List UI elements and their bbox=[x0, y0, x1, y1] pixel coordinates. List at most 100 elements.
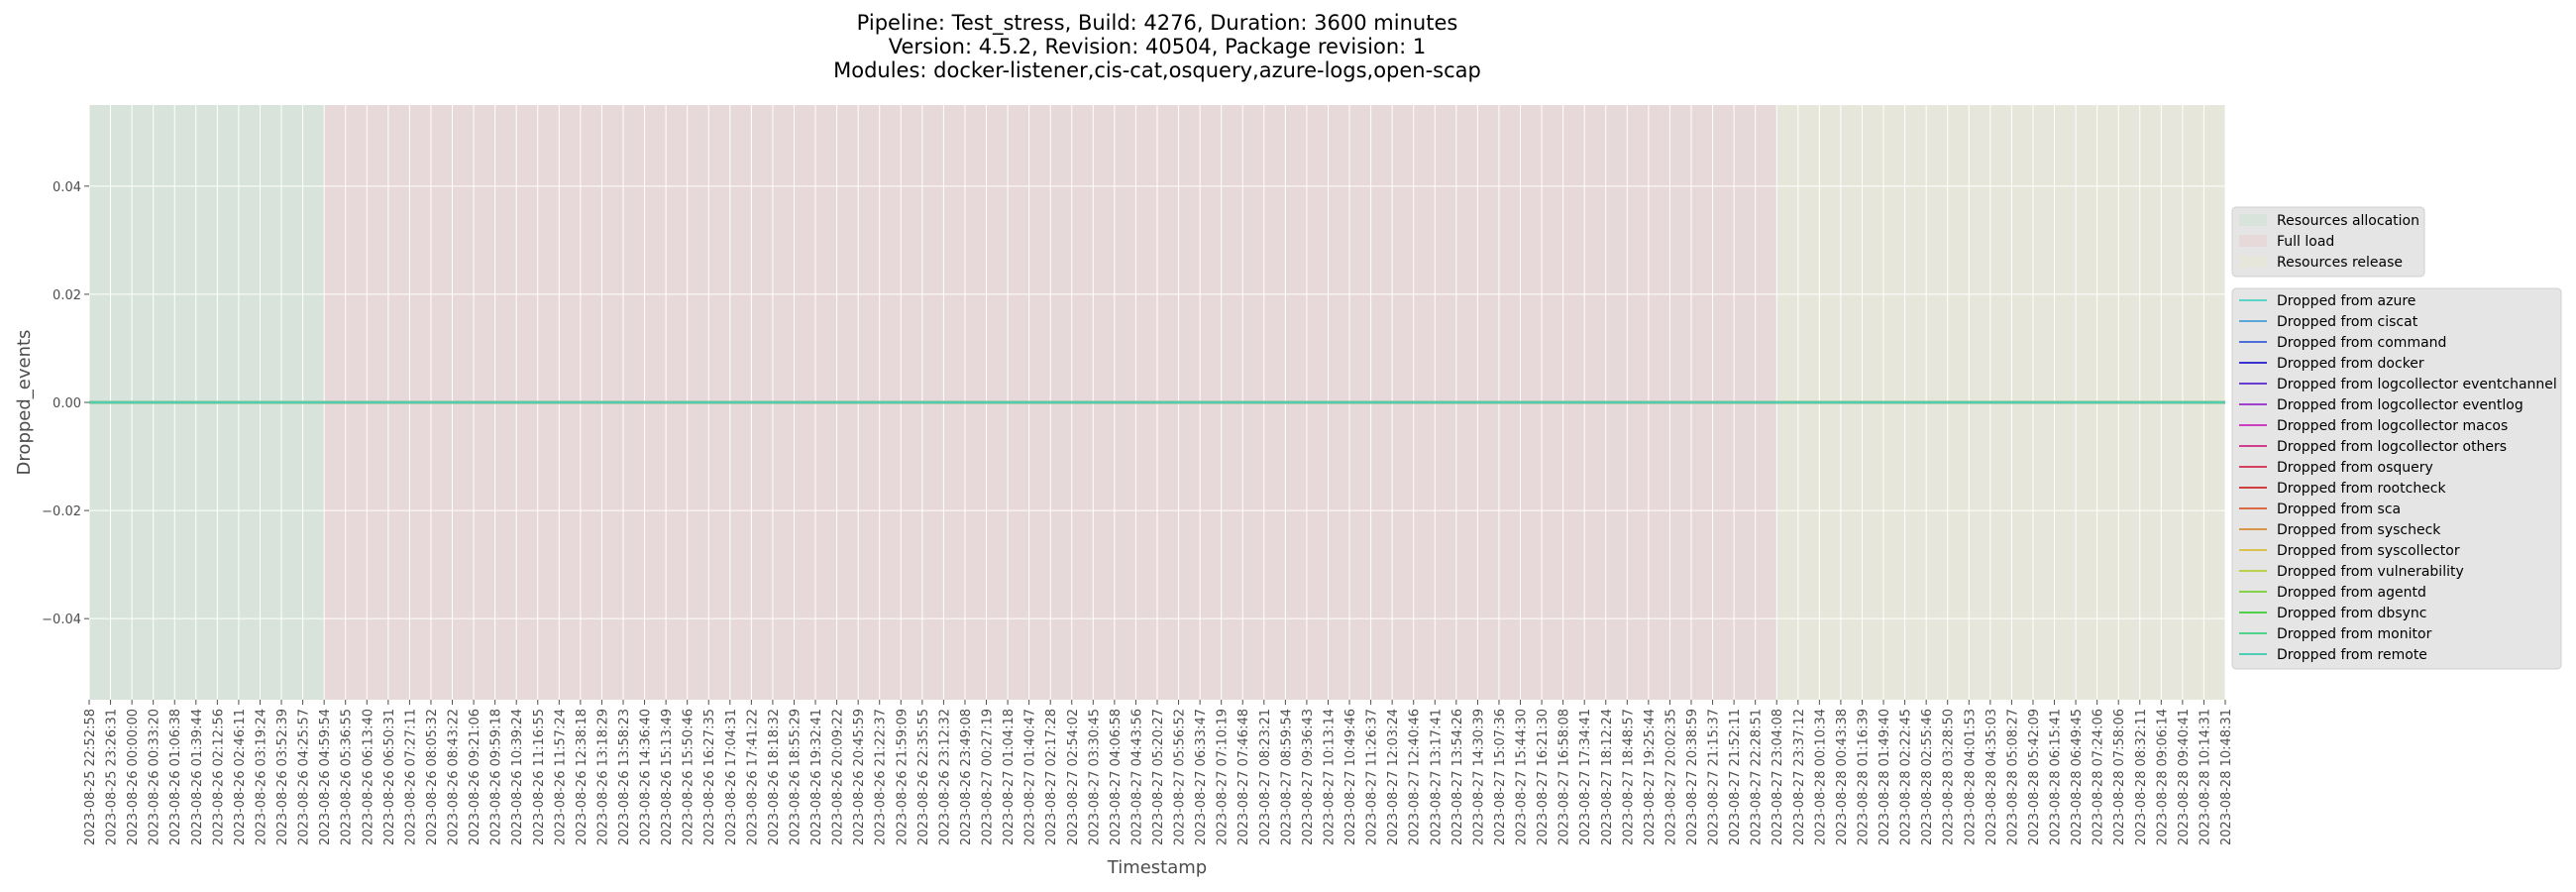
x-tick-label: 2023-08-27 01:40:47 bbox=[1023, 709, 1038, 845]
phase-legend-label: Resources release bbox=[2277, 255, 2403, 271]
series-legend-label: Dropped from agentd bbox=[2277, 585, 2426, 601]
x-tick-label: 2023-08-26 20:09:22 bbox=[831, 709, 846, 845]
x-tick-label: 2023-08-27 15:44:30 bbox=[1515, 709, 1530, 845]
x-tick-label: 2023-08-28 08:32:11 bbox=[2134, 709, 2149, 845]
series-legend-label: Dropped from monitor bbox=[2277, 626, 2432, 642]
x-tick-label: 2023-08-28 03:28:50 bbox=[1942, 709, 1957, 845]
x-tick-label: 2023-08-27 04:43:56 bbox=[1129, 709, 1144, 845]
x-tick-label: 2023-08-26 16:27:35 bbox=[702, 709, 717, 845]
series-legend-box bbox=[2231, 287, 2562, 670]
x-tick-label: 2023-08-26 11:57:24 bbox=[553, 709, 568, 845]
y-tick-label: −0.02 bbox=[42, 504, 81, 519]
x-tick-label: 2023-08-28 09:06:14 bbox=[2155, 709, 2170, 845]
series-legend-label: Dropped from vulnerability bbox=[2277, 564, 2464, 580]
x-tick-label: 2023-08-26 06:50:31 bbox=[382, 709, 397, 845]
series-legend-label: Dropped from rootcheck bbox=[2277, 481, 2446, 497]
x-tick-label: 2023-08-26 03:52:39 bbox=[275, 709, 290, 845]
x-tick-label: 2023-08-28 06:15:41 bbox=[2049, 709, 2064, 845]
x-tick-label: 2023-08-26 05:36:55 bbox=[340, 709, 355, 845]
x-tick-label: 2023-08-26 10:39:24 bbox=[510, 709, 525, 845]
x-tick-label: 2023-08-28 05:42:09 bbox=[2027, 709, 2042, 845]
x-tick-label: 2023-08-26 02:46:11 bbox=[233, 709, 248, 845]
x-tick-label: 2023-08-26 13:58:23 bbox=[617, 709, 632, 845]
x-tick-label: 2023-08-26 09:21:06 bbox=[468, 709, 483, 845]
x-tick-label: 2023-08-26 19:32:41 bbox=[809, 709, 824, 845]
x-tick-label: 2023-08-28 00:10:34 bbox=[1813, 709, 1828, 845]
x-tick-label: 2023-08-27 13:17:41 bbox=[1429, 709, 1444, 845]
x-tick-label: 2023-08-27 23:37:12 bbox=[1792, 709, 1807, 845]
x-tick-label: 2023-08-27 13:54:26 bbox=[1450, 709, 1465, 845]
chart-title-line: Pipeline: Test_stress, Build: 4276, Dura… bbox=[857, 11, 1458, 36]
x-tick-label: 2023-08-27 12:40:46 bbox=[1408, 709, 1423, 845]
x-tick-label: 2023-08-28 09:40:41 bbox=[2177, 709, 2192, 845]
x-tick-label: 2023-08-28 02:55:46 bbox=[1920, 709, 1935, 845]
x-tick-label: 2023-08-25 23:26:31 bbox=[105, 709, 120, 845]
x-tick-label: 2023-08-27 08:59:54 bbox=[1279, 709, 1294, 845]
x-tick-label: 2023-08-26 21:22:37 bbox=[874, 709, 889, 845]
phase-legend-label: Resources allocation bbox=[2277, 213, 2419, 229]
x-tick-label: 2023-08-27 14:30:39 bbox=[1471, 709, 1486, 845]
series-legend-label: Dropped from osquery bbox=[2277, 460, 2433, 476]
x-tick-label: 2023-08-27 10:49:46 bbox=[1343, 709, 1358, 845]
x-tick-label: 2023-08-25 22:52:58 bbox=[83, 709, 98, 845]
phase-legend-swatch bbox=[2239, 214, 2267, 226]
x-tick-label: 2023-08-27 23:04:08 bbox=[1771, 709, 1785, 845]
x-tick-label: 2023-08-27 01:04:18 bbox=[1002, 709, 1017, 845]
series-legend-label: Dropped from azure bbox=[2277, 293, 2415, 309]
series-legend-label: Dropped from command bbox=[2277, 335, 2446, 351]
phase-legend-swatch bbox=[2239, 235, 2267, 247]
x-tick-label: 2023-08-26 03:19:24 bbox=[254, 709, 268, 845]
series-legend-label: Dropped from logcollector macos bbox=[2277, 418, 2508, 434]
x-tick-label: 2023-08-28 10:48:31 bbox=[2219, 709, 2234, 845]
x-tick-label: 2023-08-27 06:33:47 bbox=[1194, 709, 1209, 845]
x-tick-label: 2023-08-28 10:14:31 bbox=[2198, 709, 2212, 845]
x-axis-ticks: 2023-08-25 22:52:58 2023-08-25 23:26:31 20… bbox=[83, 700, 2234, 845]
x-tick-label: 2023-08-27 16:21:30 bbox=[1536, 709, 1551, 845]
x-tick-label: 2023-08-28 05:08:27 bbox=[2005, 709, 2020, 845]
x-tick-label: 2023-08-28 02:22:45 bbox=[1899, 709, 1914, 845]
x-tick-label: 2023-08-27 03:30:45 bbox=[1087, 709, 1102, 845]
x-tick-label: 2023-08-26 11:16:55 bbox=[532, 709, 547, 845]
series-legend-label: Dropped from remote bbox=[2277, 647, 2427, 663]
y-tick-label: 0.02 bbox=[53, 288, 81, 303]
series-legend-label: Dropped from logcollector eventlog bbox=[2277, 397, 2523, 413]
x-tick-label: 2023-08-26 08:05:32 bbox=[425, 709, 440, 845]
series-legend-label: Dropped from syscheck bbox=[2277, 522, 2441, 538]
x-tick-label: 2023-08-27 18:48:57 bbox=[1621, 709, 1636, 845]
y-axis-label: Dropped_events bbox=[14, 330, 35, 476]
x-tick-label: 2023-08-28 04:01:53 bbox=[1963, 709, 1978, 845]
y-tick-label: −0.04 bbox=[42, 613, 81, 627]
x-tick-label: 2023-08-27 09:36:43 bbox=[1301, 709, 1316, 845]
x-tick-label: 2023-08-27 16:58:08 bbox=[1557, 709, 1572, 845]
series-legend-label: Dropped from sca bbox=[2277, 502, 2401, 517]
x-tick-label: 2023-08-28 06:49:45 bbox=[2070, 709, 2085, 845]
series-legend-label: Dropped from logcollector eventchannel bbox=[2277, 377, 2557, 392]
x-tick-label: 2023-08-27 02:54:02 bbox=[1066, 709, 1081, 845]
x-tick-label: 2023-08-28 01:16:39 bbox=[1856, 709, 1871, 845]
x-tick-label: 2023-08-27 22:28:51 bbox=[1750, 709, 1765, 845]
y-axis-ticks: −0.04 −0.02 0.00 0.02 0.04 bbox=[42, 180, 89, 627]
x-tick-label: 2023-08-26 09:59:18 bbox=[489, 709, 504, 845]
y-tick-label: 0.04 bbox=[53, 180, 81, 195]
x-tick-label: 2023-08-26 13:18:29 bbox=[595, 709, 610, 845]
x-tick-label: 2023-08-26 01:06:38 bbox=[168, 709, 183, 845]
x-tick-label: 2023-08-26 17:41:22 bbox=[745, 709, 760, 845]
x-tick-label: 2023-08-26 04:25:57 bbox=[297, 709, 312, 845]
x-tick-label: 2023-08-27 19:25:44 bbox=[1643, 709, 1658, 845]
x-tick-label: 2023-08-26 23:49:08 bbox=[959, 709, 974, 845]
x-tick-label: 2023-08-27 12:03:24 bbox=[1386, 709, 1401, 845]
chart-title-line: Version: 4.5.2, Revision: 40504, Package… bbox=[889, 35, 1427, 58]
x-tick-label: 2023-08-27 07:10:19 bbox=[1216, 709, 1231, 845]
x-tick-label: 2023-08-26 02:12:56 bbox=[211, 709, 226, 845]
series-legend-label: Dropped from docker bbox=[2277, 356, 2424, 372]
x-tick-label: 2023-08-26 18:18:32 bbox=[767, 709, 782, 845]
x-tick-label: 2023-08-26 00:33:20 bbox=[148, 709, 162, 845]
x-tick-label: 2023-08-27 00:27:19 bbox=[981, 709, 996, 845]
series-legend-label: Dropped from ciscat bbox=[2277, 314, 2418, 330]
x-tick-label: 2023-08-27 08:23:21 bbox=[1258, 709, 1273, 845]
x-tick-label: 2023-08-26 15:50:46 bbox=[682, 709, 697, 845]
x-tick-label: 2023-08-27 17:34:41 bbox=[1578, 709, 1593, 845]
x-tick-label: 2023-08-28 01:49:40 bbox=[1878, 709, 1892, 845]
x-tick-label: 2023-08-27 21:15:37 bbox=[1707, 709, 1722, 845]
y-tick-label: 0.00 bbox=[53, 396, 81, 411]
